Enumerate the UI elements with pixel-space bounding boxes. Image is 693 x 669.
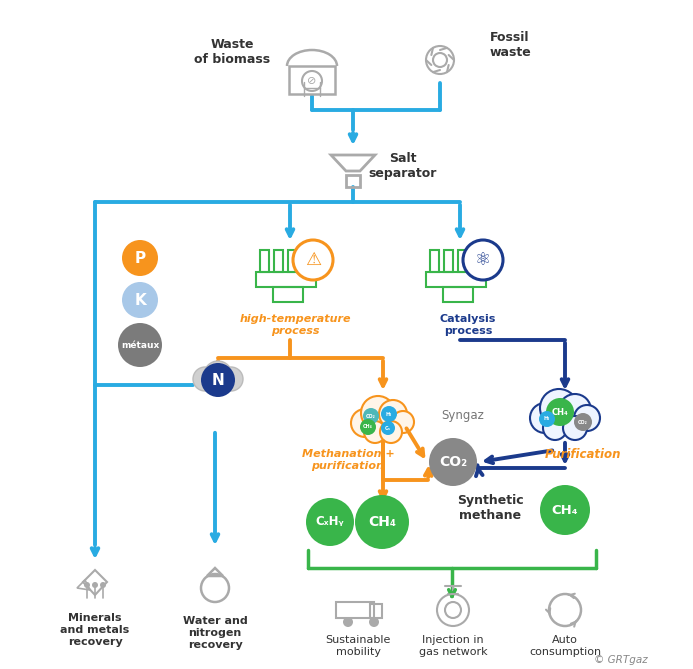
Text: Purification: Purification [545, 448, 622, 462]
Text: CH₄: CH₄ [552, 407, 568, 417]
Circle shape [100, 582, 106, 588]
Circle shape [92, 582, 98, 588]
Text: CH₄: CH₄ [368, 515, 396, 529]
Circle shape [122, 240, 158, 276]
Circle shape [539, 411, 555, 427]
Circle shape [559, 394, 591, 426]
Text: P: P [134, 250, 146, 266]
Text: Catalysis
process: Catalysis process [440, 314, 496, 336]
Text: N: N [211, 373, 225, 387]
Circle shape [306, 498, 354, 546]
Circle shape [429, 438, 477, 486]
Circle shape [574, 405, 600, 431]
Text: ⚛: ⚛ [475, 251, 491, 269]
Text: Waste
of biomass: Waste of biomass [194, 38, 270, 66]
Text: Fossil
waste: Fossil waste [489, 31, 531, 59]
Circle shape [84, 582, 90, 588]
Circle shape [543, 416, 567, 440]
Text: CO₂: CO₂ [366, 413, 376, 419]
Text: H₂: H₂ [386, 411, 392, 417]
Text: CO₂: CO₂ [578, 419, 588, 425]
Circle shape [219, 367, 243, 391]
Circle shape [355, 495, 409, 549]
Circle shape [563, 416, 587, 440]
Circle shape [351, 409, 379, 437]
Circle shape [381, 421, 395, 435]
Circle shape [540, 389, 578, 427]
Text: Minerals
and metals
recovery: Minerals and metals recovery [60, 613, 130, 647]
Circle shape [122, 282, 158, 318]
Text: Auto
consumption: Auto consumption [529, 635, 601, 657]
Circle shape [379, 400, 407, 428]
Circle shape [540, 485, 590, 535]
Circle shape [380, 421, 402, 443]
Text: Salt
separator: Salt separator [369, 152, 437, 180]
Text: Synthetic
methane: Synthetic methane [457, 494, 523, 522]
Text: CH₄: CH₄ [552, 504, 579, 516]
Text: métaux: métaux [121, 341, 159, 349]
Text: Injection in
gas network: Injection in gas network [419, 635, 487, 657]
Text: H₂: H₂ [544, 417, 550, 421]
Text: Water and
nitrogen
recovery: Water and nitrogen recovery [183, 616, 247, 650]
Text: K: K [134, 292, 146, 308]
Text: CO₂: CO₂ [439, 455, 467, 469]
Circle shape [361, 396, 395, 430]
Circle shape [530, 403, 560, 433]
Circle shape [381, 406, 397, 422]
Circle shape [343, 617, 353, 627]
Text: ⚠: ⚠ [305, 251, 321, 269]
Text: Syngaz: Syngaz [441, 409, 484, 423]
Circle shape [364, 421, 386, 443]
Circle shape [193, 367, 217, 391]
Circle shape [360, 419, 376, 435]
Text: Cₙ: Cₙ [385, 425, 391, 430]
Circle shape [546, 398, 574, 426]
Circle shape [293, 240, 333, 280]
Text: © GRTgaz: © GRTgaz [595, 655, 648, 665]
Text: high-temperature
process: high-temperature process [239, 314, 351, 336]
Circle shape [463, 240, 503, 280]
Text: ⊘: ⊘ [307, 76, 317, 86]
Circle shape [204, 361, 232, 389]
Text: Sustainable
mobility: Sustainable mobility [325, 635, 391, 657]
Text: Methanation +
purification: Methanation + purification [301, 449, 394, 471]
Circle shape [392, 411, 414, 433]
Circle shape [369, 617, 379, 627]
Circle shape [201, 363, 235, 397]
Text: CₓHᵧ: CₓHᵧ [316, 516, 344, 529]
Circle shape [363, 408, 379, 424]
Text: CH₄: CH₄ [363, 425, 373, 429]
Circle shape [118, 323, 162, 367]
Circle shape [574, 413, 592, 431]
